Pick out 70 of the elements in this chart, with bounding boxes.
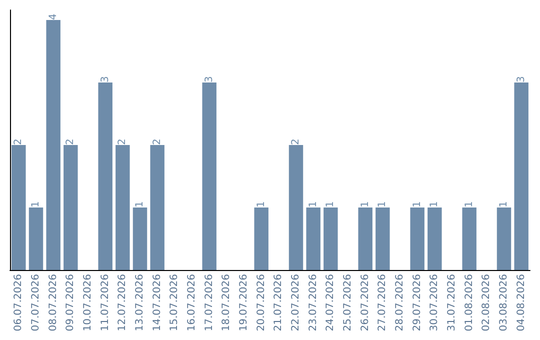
bar xyxy=(12,145,26,270)
bar xyxy=(150,145,164,270)
x-tick-label: 18.07.2026 xyxy=(221,274,232,332)
data-label: 1 xyxy=(377,201,388,208)
x-tick-label: 27.07.2026 xyxy=(377,274,388,332)
x-tick-label: 08.07.2026 xyxy=(48,274,59,332)
x-tick-label: 28.07.2026 xyxy=(394,274,406,332)
bar xyxy=(514,82,528,270)
data-label: 2 xyxy=(65,138,76,145)
bar xyxy=(410,208,424,270)
x-tick-label: 13.07.2026 xyxy=(134,274,146,332)
bar xyxy=(496,208,512,270)
data-label: 2 xyxy=(117,138,128,145)
data-label: 1 xyxy=(134,201,146,208)
data-label: 3 xyxy=(516,76,527,82)
x-tick-label: 22.07.2026 xyxy=(290,274,302,332)
bar xyxy=(98,82,112,270)
data-label: 2 xyxy=(290,138,302,145)
x-tick-label: 04.08.2026 xyxy=(516,274,527,332)
x-tick-label: 17.07.2026 xyxy=(204,274,215,332)
bar xyxy=(324,208,338,270)
x-tick-label: 12.07.2026 xyxy=(117,274,128,332)
bar xyxy=(428,208,442,270)
x-tick-label: 29.07.2026 xyxy=(412,274,423,332)
bar xyxy=(132,208,148,270)
x-tick-label: 07.07.2026 xyxy=(30,274,42,332)
x-tick-label: 31.07.2026 xyxy=(446,274,458,332)
x-tick-label: 01.08.2026 xyxy=(464,274,475,332)
x-tick-label: 02.08.2026 xyxy=(481,274,492,332)
x-tick-label: 03.08.2026 xyxy=(498,274,510,332)
data-label: 2 xyxy=(13,138,24,145)
bar xyxy=(376,208,390,270)
x-tick-label: 10.07.2026 xyxy=(82,274,94,332)
bar xyxy=(46,20,60,270)
x-tick-label: 15.07.2026 xyxy=(169,274,180,332)
x-tick-label: 26.07.2026 xyxy=(360,274,371,332)
bar xyxy=(28,208,44,270)
x-tick-label: 19.07.2026 xyxy=(238,274,250,332)
x-tick-label: 23.07.2026 xyxy=(308,274,319,332)
data-label: 3 xyxy=(204,76,215,82)
data-label: 1 xyxy=(464,201,475,208)
x-tick-label: 11.07.2026 xyxy=(100,274,111,332)
x-tick-label: 24.07.2026 xyxy=(325,274,336,332)
x-tick-label: 06.07.2026 xyxy=(13,274,24,332)
data-label: 1 xyxy=(256,201,267,208)
x-tick-label: 20.07.2026 xyxy=(256,274,267,332)
bar xyxy=(306,208,320,270)
data-label: 2 xyxy=(152,138,163,145)
data-label: 1 xyxy=(498,201,510,208)
bar xyxy=(254,208,268,270)
x-tick-label: 25.07.2026 xyxy=(342,274,354,332)
bar xyxy=(64,145,78,270)
bar xyxy=(358,208,372,270)
data-label: 1 xyxy=(429,201,440,208)
bar xyxy=(462,208,476,270)
data-label: 4 xyxy=(48,14,59,20)
data-label: 3 xyxy=(100,76,111,82)
data-label: 1 xyxy=(325,201,336,208)
x-tick-label: 21.07.2026 xyxy=(273,274,284,332)
x-tick-label: 14.07.2026 xyxy=(152,274,163,332)
data-label: 1 xyxy=(412,201,423,208)
x-tick-label: 16.07.2026 xyxy=(186,274,198,332)
bar xyxy=(202,82,216,270)
x-tick-label: 09.07.2026 xyxy=(65,274,76,332)
data-label: 1 xyxy=(360,201,371,208)
bar xyxy=(116,145,130,270)
x-tick-label: 30.07.2026 xyxy=(429,274,440,332)
data-label: 1 xyxy=(308,201,319,208)
data-label: 1 xyxy=(30,201,42,208)
bar xyxy=(288,145,304,270)
